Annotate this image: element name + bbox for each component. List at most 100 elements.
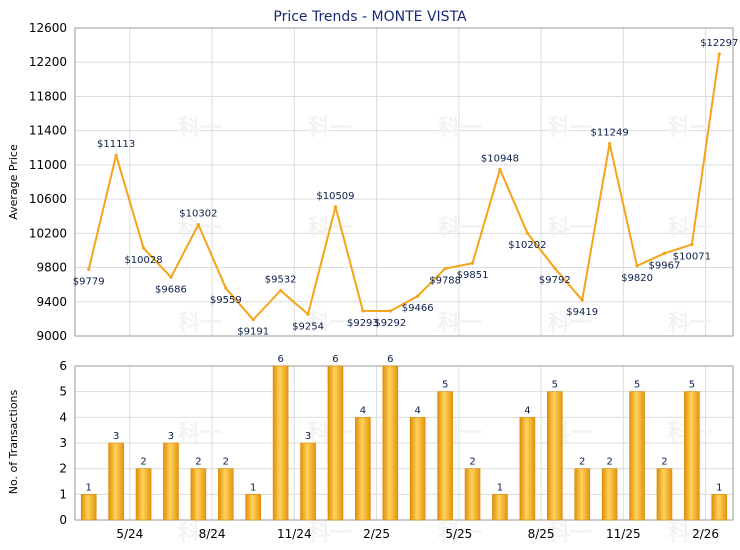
- transactions-bar: [520, 417, 535, 520]
- price-point: [608, 142, 611, 145]
- x-tick-label: 11/25: [606, 527, 641, 541]
- price-point: [635, 264, 638, 267]
- transactions-bar: [383, 366, 398, 520]
- price-point: [306, 313, 309, 316]
- watermark: 科一: [668, 216, 712, 241]
- transactions-data-label: 4: [524, 405, 530, 416]
- transactions-bar: [465, 469, 480, 520]
- y-tick-label: 1: [59, 487, 67, 501]
- chart-title: Price Trends - MONTE VISTA: [273, 9, 467, 25]
- price-point: [361, 309, 364, 312]
- watermark: 科一: [438, 311, 482, 336]
- watermark: 科一: [548, 521, 592, 546]
- x-tick-label: 8/25: [528, 527, 555, 541]
- y-tick-label: 5: [59, 385, 67, 399]
- transactions-data-label: 5: [442, 380, 448, 391]
- watermark: 科一: [668, 311, 712, 336]
- price-data-label: $9419: [566, 307, 598, 318]
- watermark: 科一: [438, 116, 482, 141]
- price-point: [416, 295, 419, 298]
- y-tick-label: 10600: [29, 192, 67, 206]
- price-data-label: $9532: [265, 274, 297, 285]
- watermark: 科一: [548, 116, 592, 141]
- price-point: [224, 287, 227, 290]
- price-data-label: $9686: [155, 284, 187, 295]
- price-data-label: $12297: [700, 38, 738, 49]
- transactions-bar: [630, 392, 645, 520]
- transactions-bar: [328, 366, 343, 520]
- transactions-bar: [136, 469, 151, 520]
- price-point: [142, 246, 145, 249]
- y-tick-label: 11000: [29, 158, 67, 172]
- transactions-bar: [657, 469, 672, 520]
- price-point: [115, 154, 118, 157]
- price-point: [334, 205, 337, 208]
- watermark: 科一: [178, 311, 222, 336]
- price-point: [197, 223, 200, 226]
- price-data-label: $9820: [621, 273, 653, 284]
- y-tick-label: 2: [59, 462, 67, 476]
- transactions-data-label: 3: [168, 431, 174, 442]
- transactions-bar: [191, 469, 206, 520]
- watermark: 科一: [308, 116, 352, 141]
- transactions-data-label: 1: [497, 482, 503, 493]
- y-tick-label: 6: [59, 359, 67, 373]
- watermark: 科一: [178, 116, 222, 141]
- transactions-data-label: 5: [634, 380, 640, 391]
- watermark: 科一: [668, 116, 712, 141]
- y-tick-label: 9400: [36, 295, 67, 309]
- price-point: [526, 232, 529, 235]
- transactions-data-label: 2: [195, 457, 201, 468]
- watermark: 科一: [548, 216, 592, 241]
- transactions-y-axis-title: No. of Transactions: [7, 389, 20, 494]
- transactions-data-label: 2: [579, 457, 585, 468]
- price-line-plot: 9000 9400 9800 10200 10600 11000 11400 11800 122…: [29, 21, 739, 343]
- y-tick-label: 9800: [36, 261, 67, 275]
- price-data-label: $10509: [316, 191, 354, 202]
- transactions-bar: [575, 469, 590, 520]
- price-point: [444, 267, 447, 270]
- transactions-data-label: 1: [250, 482, 256, 493]
- transactions-bar: [163, 443, 178, 520]
- y-tick-label: 9000: [36, 329, 67, 343]
- price-data-label: $9292: [374, 318, 406, 329]
- price-data-label: $10071: [673, 251, 711, 262]
- price-point: [471, 262, 474, 265]
- price-point: [252, 318, 255, 321]
- price-data-label: $9792: [539, 275, 571, 286]
- price-data-label: $9851: [457, 270, 489, 281]
- watermark: 科一: [438, 216, 482, 241]
- transactions-bar: [81, 494, 96, 520]
- transactions-data-label: 2: [223, 457, 229, 468]
- transactions-bar-plot: 0123456科一科一科一科一科一科一科一科一科一科一1323221636464…: [59, 354, 733, 546]
- price-point: [553, 267, 556, 270]
- transactions-data-label: 5: [552, 380, 558, 391]
- transactions-bar: [492, 494, 507, 520]
- transactions-data-label: 6: [387, 354, 393, 365]
- transactions-data-label: 2: [140, 457, 146, 468]
- price-data-label: $10202: [508, 240, 546, 251]
- y-tick-label: 11800: [29, 89, 67, 103]
- price-data-label: $11113: [97, 139, 135, 150]
- price-trends-chart: Price Trends - MONTE VISTA 9000 9400 9800 1…: [0, 0, 740, 550]
- y-tick-label: 12200: [29, 55, 67, 69]
- price-y-axis-title: Average Price: [7, 144, 20, 220]
- transactions-data-label: 3: [305, 431, 311, 442]
- price-data-label: $9779: [73, 276, 105, 287]
- transactions-data-label: 2: [469, 457, 475, 468]
- transactions-data-label: 5: [689, 380, 695, 391]
- price-data-label: $9254: [292, 321, 324, 332]
- watermark: 科一: [308, 521, 352, 546]
- price-point: [279, 289, 282, 292]
- y-tick-label: 10200: [29, 226, 67, 240]
- y-tick-label: 3: [59, 436, 67, 450]
- y-tick-label: 11400: [29, 124, 67, 138]
- transactions-data-label: 1: [86, 482, 92, 493]
- price-point: [169, 276, 172, 279]
- y-tick-label: 0: [59, 513, 67, 527]
- transactions-data-label: 2: [606, 457, 612, 468]
- transactions-bar: [410, 417, 425, 520]
- transactions-data-label: 6: [332, 354, 338, 365]
- price-point: [498, 168, 501, 171]
- transactions-bar: [109, 443, 124, 520]
